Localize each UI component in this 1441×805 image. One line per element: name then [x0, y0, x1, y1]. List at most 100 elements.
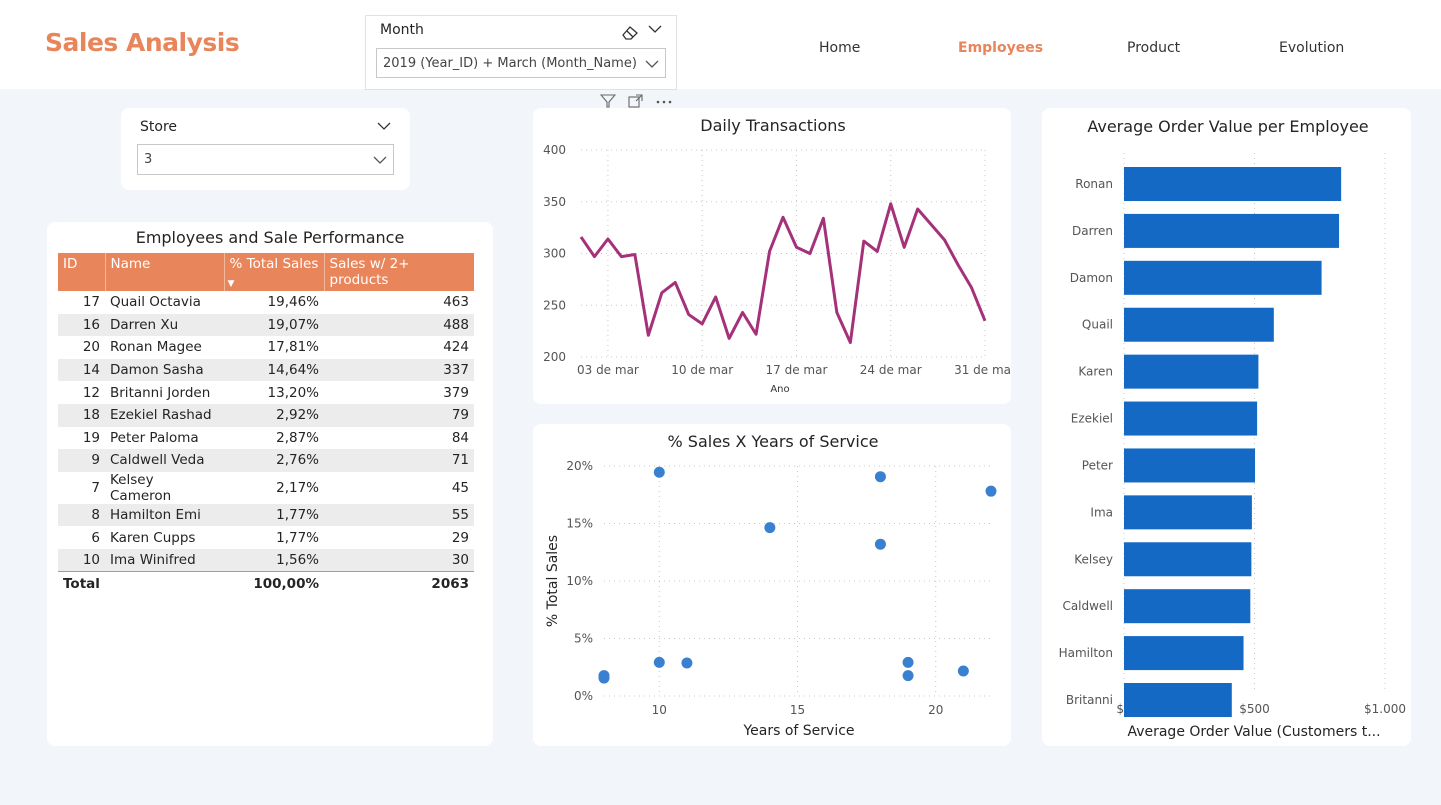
- eraser-icon[interactable]: [620, 23, 640, 41]
- scatter-point: [985, 485, 997, 497]
- month-dropdown[interactable]: 2019 (Year_ID) + March (Month_Name): [376, 48, 666, 78]
- scatter-point: [681, 657, 693, 669]
- column-header-multi-product-sales[interactable]: Sales w/ 2+ products: [324, 253, 474, 291]
- cell-id: 16: [58, 313, 105, 337]
- cell-name: Caldwell Veda: [105, 449, 224, 472]
- column-header-pct-sales[interactable]: % Total Sales ▼: [224, 253, 325, 291]
- app-title: Sales Analysis: [45, 28, 240, 57]
- nav-home[interactable]: Home: [819, 40, 861, 56]
- total-label: Total: [58, 571, 224, 597]
- sort-descending-icon: ▼: [227, 279, 235, 289]
- bar: [1124, 542, 1252, 577]
- y-tick-label: 350: [543, 195, 566, 209]
- cell-pct-sales: 2,87%: [276, 429, 319, 446]
- bar: [1124, 167, 1342, 201]
- cell-pct-sales: 1,56%: [224, 548, 324, 572]
- cell-pct-sales: 2,17%: [276, 479, 319, 496]
- month-slicer: Month 2019 (Year_ID) + March (Month_Name…: [365, 15, 677, 90]
- y-tick-label: Caldwell: [1062, 599, 1113, 613]
- scatter-point: [957, 665, 969, 677]
- x-tick-label: $1.000: [1364, 702, 1406, 716]
- avg-order-value-chart: Average Order Value per Employee$0$500$1…: [1059, 117, 1406, 740]
- table-row[interactable]: 14 Damon Sasha 14,64% 337: [58, 358, 474, 382]
- x-tick-label: 31 de mar: [954, 363, 1011, 377]
- nav-product[interactable]: Product: [1127, 40, 1181, 56]
- store-slicer: Store 3: [121, 108, 410, 190]
- sales-vs-service-card: % Sales X Years of Service 0% 5% 10% 15% 20% 1…: [533, 424, 1011, 746]
- cell-id: 12: [82, 384, 100, 401]
- performance-table: ID Name % Total Sales ▼ Sales w/ 2+ produ…: [58, 253, 474, 597]
- scatter-point: [653, 466, 665, 478]
- x-tick-label: 10: [652, 703, 667, 717]
- cell-multi-product-sales: 79: [324, 403, 474, 427]
- cell-id: 10: [58, 548, 105, 572]
- table-row[interactable]: 16 Darren Xu 19,07% 488: [58, 313, 474, 337]
- y-tick-label: Kelsey: [1074, 552, 1113, 566]
- cell-multi-product-sales: 379: [443, 384, 469, 401]
- x-axis-label: Average Order Value (Customers t...: [1127, 724, 1380, 740]
- nav-employees[interactable]: Employees: [958, 40, 1044, 56]
- table-row[interactable]: 17 Quail Octavia 19,46% 463: [58, 291, 474, 314]
- cell-pct-sales: 19,46%: [267, 294, 319, 311]
- avg-order-value-card: Average Order Value per Employee$0$500$1…: [1042, 108, 1411, 746]
- cell-multi-product-sales: 424: [443, 339, 469, 356]
- chevron-down-icon[interactable]: [648, 24, 662, 34]
- table-row[interactable]: 18 Ezekiel Rashad 2,92% 79: [58, 403, 474, 427]
- focus-mode-icon[interactable]: [628, 94, 644, 108]
- y-tick-label: Peter: [1082, 458, 1113, 472]
- cell-multi-product-sales: 337: [324, 358, 474, 382]
- cell-id: 7: [91, 479, 100, 496]
- cell-id: 8: [58, 503, 105, 527]
- y-tick-label: 5%: [574, 632, 593, 646]
- table-row[interactable]: 6 Karen Cupps 1,77% 29: [58, 526, 474, 549]
- column-header-id[interactable]: ID: [58, 253, 106, 291]
- nav-evolution[interactable]: Evolution: [1279, 40, 1345, 56]
- cell-name: Hamilton Emi: [105, 503, 224, 527]
- y-tick-label: 200: [543, 350, 566, 364]
- store-dropdown-value: 3: [144, 152, 153, 167]
- chevron-down-icon: [645, 60, 659, 68]
- chart-title: Average Order Value per Employee: [1087, 117, 1368, 136]
- bar: [1124, 683, 1232, 717]
- cell-id: 6: [91, 529, 100, 546]
- y-tick-label: Ima: [1090, 505, 1113, 519]
- table-row[interactable]: 8 Hamilton Emi 1,77% 55: [58, 503, 474, 527]
- cell-pct-sales: 1,77%: [224, 503, 324, 527]
- x-tick-label: 10 de mar: [671, 363, 733, 377]
- store-dropdown[interactable]: 3: [137, 144, 394, 175]
- daily-transactions-chart: Daily Transactions 200 250 300 350 400 03 de m…: [543, 116, 1016, 395]
- more-options-icon[interactable]: [655, 94, 673, 108]
- cell-name: Peter Paloma: [110, 429, 199, 446]
- y-tick-label: Quail: [1082, 318, 1113, 332]
- scatter-point: [874, 471, 886, 483]
- chart-title: Daily Transactions: [700, 116, 845, 135]
- bar: [1124, 213, 1340, 248]
- cell-id: 17: [82, 294, 100, 311]
- header-bar: Sales Analysis Home Employees Product Ev…: [0, 0, 1441, 89]
- cell-pct-sales: 2,76%: [224, 449, 324, 472]
- cell-name: Quail Octavia: [110, 294, 201, 311]
- y-tick-label: Karen: [1078, 365, 1113, 379]
- table-row[interactable]: 20 Ronan Magee 17,81% 424: [58, 336, 474, 359]
- bar: [1124, 354, 1259, 389]
- cell-id: 14: [58, 358, 105, 382]
- x-axis-label: Ano: [770, 384, 789, 395]
- table-row[interactable]: 9 Caldwell Veda 2,76% 71: [58, 449, 474, 472]
- y-tick-label: Ronan: [1075, 177, 1113, 191]
- table-row[interactable]: 10 Ima Winifred 1,56% 30: [58, 548, 474, 572]
- chevron-down-icon[interactable]: [377, 121, 391, 131]
- table-row[interactable]: 12 Britanni Jorden 13,20% 379: [58, 381, 474, 404]
- y-tick-label: 20%: [566, 459, 593, 473]
- x-tick-label: 20: [928, 703, 943, 717]
- table-row[interactable]: 19 Peter Paloma 2,87% 84: [58, 427, 474, 450]
- cell-id: 18: [58, 403, 105, 427]
- table-row[interactable]: 7 Kelsey Cameron 2,17% 45: [58, 472, 474, 504]
- column-header-name[interactable]: Name: [105, 253, 225, 291]
- month-slicer-title: Month: [380, 22, 424, 38]
- filter-icon[interactable]: [600, 94, 616, 108]
- table-total-row: Total 100,00% 2063: [58, 571, 474, 597]
- cell-name: Ima Winifred: [105, 548, 224, 572]
- column-header-pct-sales-label: % Total Sales: [229, 256, 319, 272]
- y-tick-label: 10%: [566, 574, 593, 588]
- visual-header-menu: [598, 93, 678, 109]
